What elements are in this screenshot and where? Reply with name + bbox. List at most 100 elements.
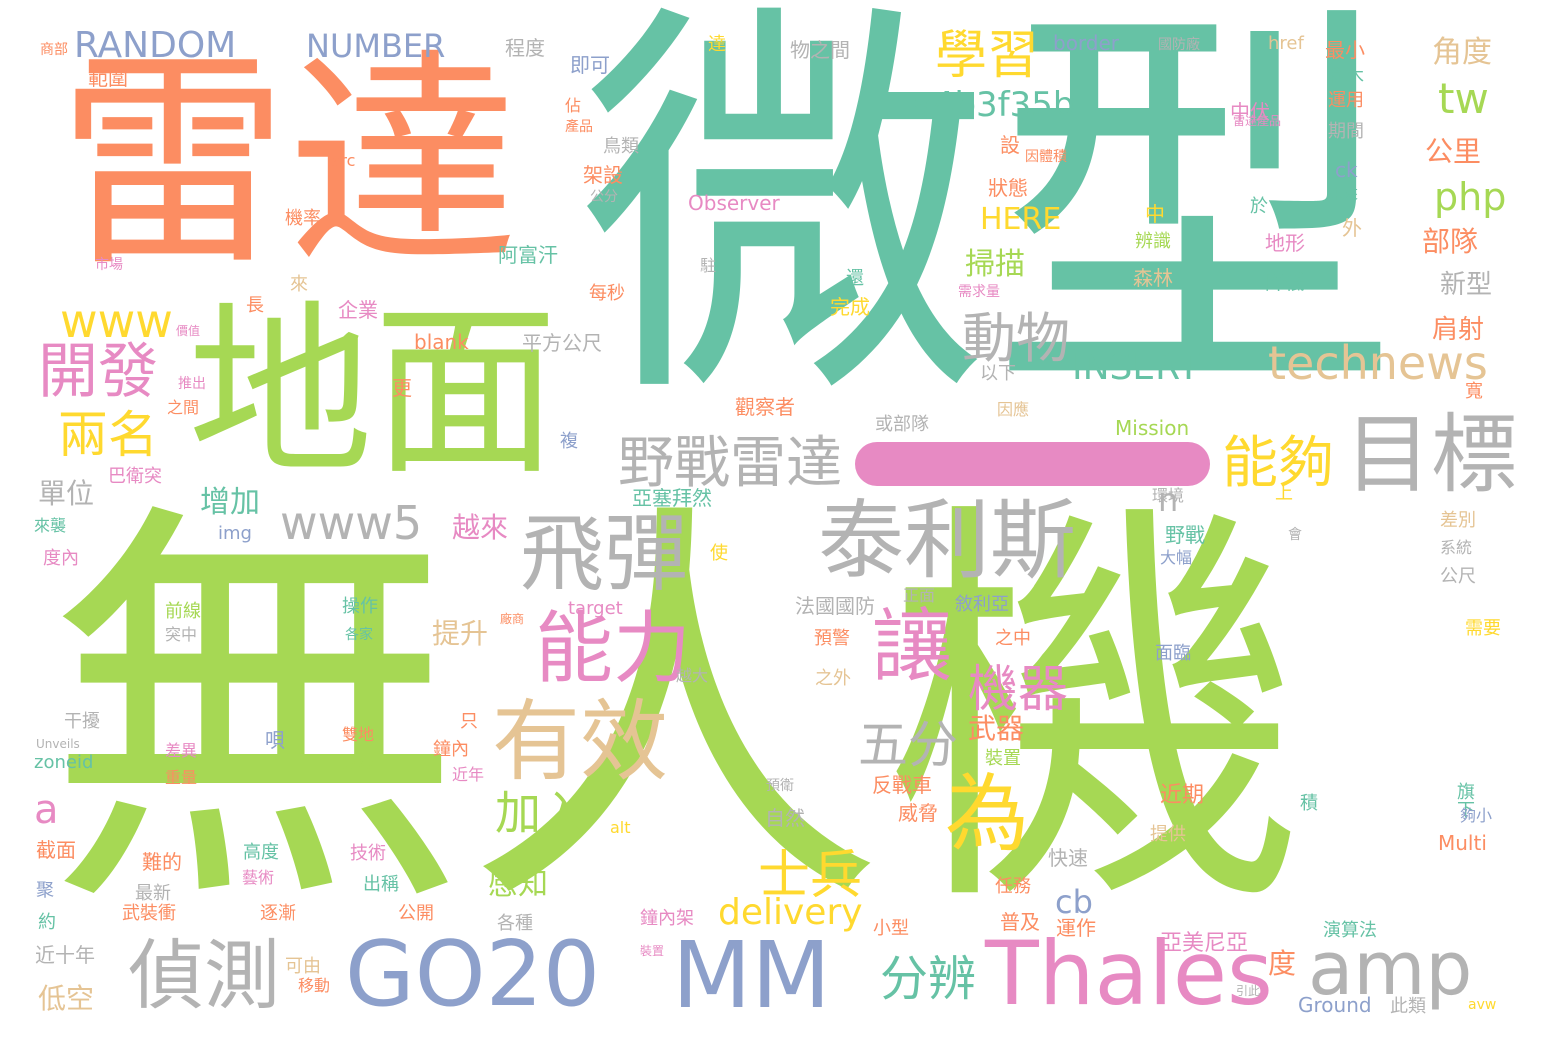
cloud-word: 亞塞拜然 [632,486,712,510]
cloud-word: 需要 [1465,618,1501,639]
cloud-word: 可由 [285,956,321,977]
cloud-word: 低空 [38,982,95,1015]
cloud-word: 市場 [95,257,123,273]
cloud-word: Observer [688,191,780,215]
cloud-word: 亞美尼亞 [1160,931,1249,956]
cloud-word: NUMBER [306,27,446,65]
cloud-word: src [332,151,356,170]
cloud-word: 角度 [1432,35,1492,70]
cloud-word: 前線 [165,601,201,622]
cloud-word: 掃描 [965,247,1025,282]
cloud-word: href [1268,33,1304,54]
cloud-word: php [1434,175,1507,219]
cloud-word: 五分 [858,716,958,774]
cloud-word: 範圍 [88,66,128,90]
cloud-word: 任務 [995,876,1031,897]
cloud-word: 技術 [350,843,386,864]
cloud-word: 需求量 [958,284,1000,300]
cloud-word: 辨識 [1135,231,1171,252]
cloud-word: 武裝衝 [122,903,176,924]
cloud-word: a [34,787,59,833]
cloud-word: 近十年 [35,943,95,967]
cloud-word: img [218,523,252,544]
cloud-word: 地面 [188,284,558,500]
cloud-word: 積 [1300,793,1318,814]
cloud-word: 公里 [1425,135,1482,168]
cloud-word: 能力 [535,604,692,694]
cloud-word: 讓 [872,600,952,693]
cloud-word: Unveils [36,737,80,751]
cloud-word: 裝置 [985,748,1021,769]
cloud-word: 預警 [814,628,850,649]
cloud-word: zoneid [34,752,94,773]
cloud-word: 長 [246,295,264,316]
cloud-word: MM [672,922,831,1029]
cloud-word: 中伏 [1230,100,1270,124]
cloud-word: 每秒 [589,283,625,304]
cloud-word: 公尺 [1440,566,1476,587]
cloud-word: 即可 [570,53,610,77]
cloud-word: 度內 [43,548,79,569]
cloud-word: 出稱 [363,874,399,895]
cloud-word: 肩射 [1432,315,1485,345]
cloud-word: 機率 [285,208,321,229]
cloud-word: 差異 [165,741,198,760]
cloud-word: 之間 [167,398,200,417]
cloud-word: 野戰 [1165,523,1205,547]
cloud-word: 動物 [962,307,1070,370]
cloud-word: 之中 [995,628,1031,649]
cloud-word: 近期 [1160,783,1205,808]
cloud-word: 運級 [342,754,375,773]
cloud-word: 干擾 [64,711,100,732]
cloud-word: 架設 [583,163,623,187]
cloud-word: 物之間 [790,38,850,62]
cloud-word: HERE [980,202,1062,237]
cloud-word: 降低 [1265,270,1305,294]
cloud-word: 普及 [1000,910,1040,934]
cloud-word: 偵測 [128,931,280,1020]
cloud-word: 野戰雷達 [618,431,842,496]
cloud-word: 反戰車 [872,773,932,797]
cloud-word: 截面 [36,838,76,862]
cloud-word: 突中 [165,625,198,644]
cloud-word: 越來 [452,511,509,544]
cloud-word: 於 [1250,196,1268,217]
cloud-word: 雷達 [58,31,519,298]
cloud-word: 越大 [676,666,709,685]
cloud-word: 樹木 [1328,66,1364,87]
cloud-word: 系統 [1440,538,1473,557]
cloud-word: 感知 [488,867,548,902]
cloud-word: 更 [392,376,412,400]
cloud-word: 近年 [452,765,485,784]
cloud-word: 敘利亞 [955,594,1009,615]
cloud-word: GO20 [345,922,601,1027]
cloud-word: 提供 [1150,824,1186,845]
cloud-word: delivery [718,892,863,933]
cloud-word: 來 [290,274,308,295]
cloud-word: 武器 [968,712,1025,745]
cloud-word: n [1158,481,1179,519]
cloud-word: Thales [985,922,1273,1025]
cloud-word: 學習 [935,26,1040,86]
cloud-word: 重量 [165,768,198,787]
cloud-word: 增加 [200,485,260,520]
cloud-word: 唄 [265,728,285,752]
cloud-word: 鐘內架 [640,908,694,929]
cloud-word: RANDOM [74,25,237,66]
cloud-word: 旗下 [1454,782,1475,818]
cloud-word: 目標 [1345,405,1517,505]
cloud-word: 士兵 [758,846,863,906]
cloud-word: 分辨 [880,951,977,1007]
cloud-word: target [568,598,623,619]
cloud-word: 有效 [492,690,669,793]
cloud-word: 演算法 [1323,920,1377,941]
cloud-word: 大幅 [1160,548,1193,567]
cloud-word: 森林 [1133,266,1173,290]
cloud-word: 兩名 [58,406,158,464]
cloud-word: 達 [708,34,726,55]
cloud-word: 雷達產品 [1233,114,1282,128]
cloud-word: 各家 [345,627,373,643]
cloud-word: 正面 [903,586,936,605]
cloud-word: 威脅 [898,801,938,825]
cloud-word: 最新 [135,883,171,904]
